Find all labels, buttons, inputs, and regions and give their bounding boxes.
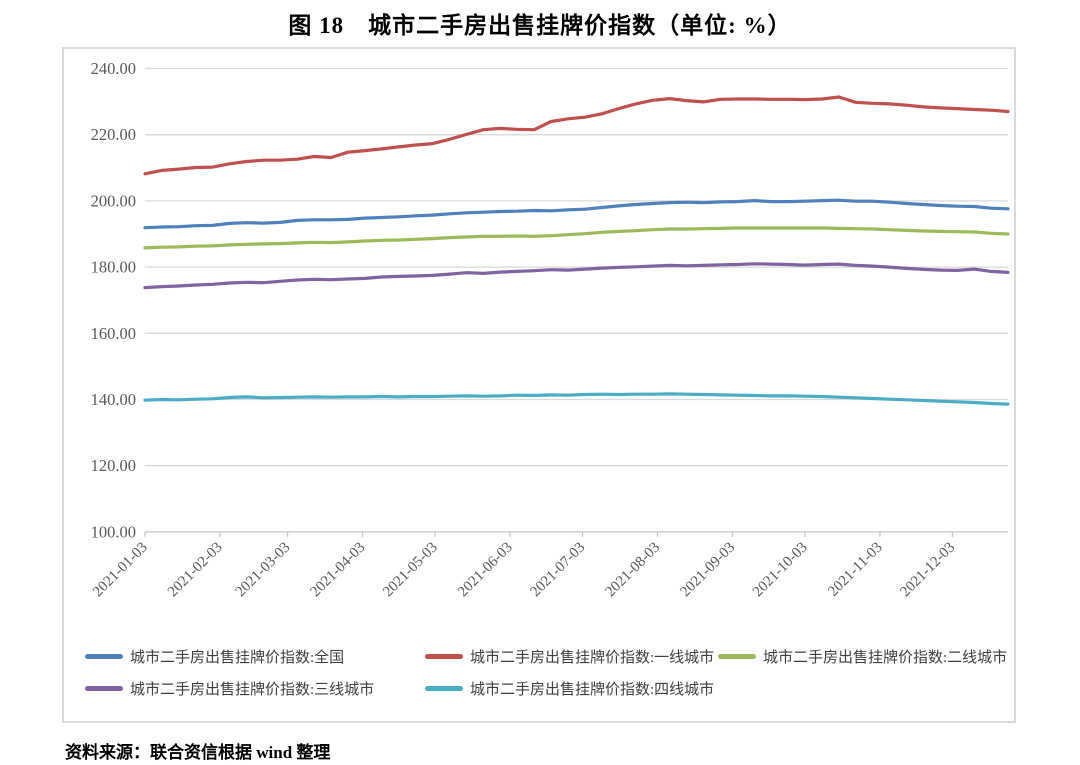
y-axis-label: 100.00: [91, 522, 136, 541]
legend-label: 城市二手房出售挂牌价指数:一线城市: [470, 649, 715, 666]
chart-frame: [62, 47, 1016, 723]
legend-item-4: 城市二手房出售挂牌价指数:四线城市: [425, 679, 715, 698]
y-axis-label: 200.00: [91, 191, 136, 210]
x-axis-label: 2021-08-03: [602, 539, 663, 600]
y-axis-label: 140.00: [91, 390, 136, 409]
legend-label: 城市二手房出售挂牌价指数:四线城市: [470, 681, 715, 698]
y-axis-label: 120.00: [91, 456, 136, 475]
legend-label: 城市二手房出售挂牌价指数:全国: [130, 649, 345, 666]
y-axis-label: 240.00: [91, 59, 136, 78]
legend-swatch: [718, 653, 756, 659]
legend-item-0: 城市二手房出售挂牌价指数:全国: [85, 647, 345, 666]
x-axis-label: 2021-03-03: [233, 539, 294, 600]
x-axis-label: 2021-04-03: [308, 539, 369, 600]
y-axis-label: 180.00: [91, 258, 136, 277]
legend-item-2: 城市二手房出售挂牌价指数:二线城市: [718, 647, 1008, 666]
legend-swatch: [85, 653, 123, 659]
x-axis-label: 2021-09-03: [677, 539, 738, 600]
x-axis-label: 2021-11-03: [825, 539, 885, 599]
series-line-3: [143, 262, 1010, 290]
series-line-4: [143, 392, 1010, 406]
y-axis-label: 220.00: [91, 125, 136, 144]
series-line-2: [143, 226, 1010, 250]
x-axis-label: 2021-05-03: [380, 539, 441, 600]
legend-swatch: [85, 685, 123, 691]
legend-swatch: [425, 685, 463, 691]
series-line-1: [143, 95, 1010, 176]
source-note: 资料来源：联合资信根据 wind 整理: [65, 743, 331, 762]
x-axis-label: 2021-10-03: [750, 539, 811, 600]
x-axis-label: 2021-07-03: [528, 539, 589, 600]
legend-item-1: 城市二手房出售挂牌价指数:一线城市: [425, 647, 715, 666]
series-line-0: [143, 198, 1010, 230]
legend-swatch: [425, 653, 463, 659]
y-axis-label: 160.00: [91, 324, 136, 343]
figure-title: 图 18 城市二手房出售挂牌价指数（单位: %）: [288, 13, 792, 38]
legend-item-3: 城市二手房出售挂牌价指数:三线城市: [85, 679, 375, 698]
legend-label: 城市二手房出售挂牌价指数:二线城市: [763, 649, 1008, 666]
x-axis-label: 2021-02-03: [165, 539, 226, 600]
legend-label: 城市二手房出售挂牌价指数:三线城市: [130, 681, 375, 698]
x-axis-label: 2021-01-03: [90, 539, 151, 600]
x-axis-label: 2021-12-03: [897, 539, 958, 600]
x-axis-label: 2021-06-03: [455, 539, 516, 600]
